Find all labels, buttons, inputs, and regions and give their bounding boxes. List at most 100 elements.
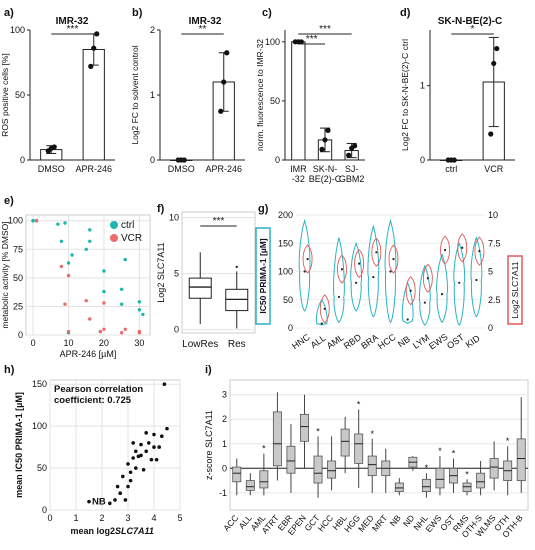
panel-e-point-VCR: [88, 317, 92, 321]
panel-i-box: [340, 428, 350, 457]
panel-f-label: f): [157, 203, 165, 215]
panel-e-xtick-label: 0: [31, 338, 36, 348]
panel-h-point: [128, 470, 133, 475]
panel-b-title: IMR-32: [189, 16, 222, 27]
panel-e-ytick-label: 100: [8, 216, 23, 226]
panel-e-point-ctrl: [59, 239, 64, 243]
panel-i-label: i): [205, 364, 212, 376]
panel-i-ytick-label: 2: [222, 414, 227, 424]
panel-c-point: [352, 143, 358, 149]
panel-b-point: [221, 79, 227, 85]
panel-h-xtick-label: 0: [47, 513, 52, 523]
panel-h-point: [139, 453, 143, 458]
panel-i-category-label: NB: [388, 513, 403, 529]
panel-h-ytick-label: 50: [37, 463, 47, 473]
panel-i-box: [300, 413, 309, 442]
panel-i-significance-star: *: [506, 436, 510, 446]
panel-g-median-log2: [306, 257, 309, 261]
panel-c-point: [325, 127, 331, 134]
panel-e-point-ctrl: [63, 221, 67, 225]
panel-a-title: IMR-32: [56, 16, 89, 27]
panel-e-point-VCR: [102, 327, 106, 331]
panel-h-point: [108, 501, 112, 506]
panel-g-y-label-right: Log2 SLC7A11: [510, 261, 520, 318]
panel-g-label: g): [258, 203, 269, 215]
panel-f-box: [188, 277, 212, 299]
panel-h-point: [121, 474, 125, 479]
panel-e-point-ctrl: [102, 269, 106, 273]
panel-g-violin-ic50: [436, 253, 448, 324]
panel-g-violin-log2: [319, 294, 330, 324]
panel-h-point: [118, 491, 122, 496]
panel-e-point-ctrl: [66, 261, 71, 265]
panel-c-point: [346, 152, 352, 158]
panel-e-legend-swatch-ctrl: [110, 221, 118, 229]
panel-i-box: [313, 455, 323, 484]
panel-i-box: [245, 480, 255, 491]
panel-g-violin-log2: [302, 244, 313, 274]
panel-a-ytick-label: 0: [20, 155, 25, 165]
panel-i-ytick-label: 0: [222, 463, 227, 473]
panel-h-point: [147, 441, 151, 445]
panel-g-violin-log2: [371, 237, 382, 267]
panel-h-point: [152, 432, 156, 437]
panel-b-ytick-label: 1: [150, 90, 155, 100]
panel-g-violin-log2: [337, 254, 347, 284]
panel-b-ytick-label: 0: [150, 155, 155, 165]
panel-g-median-ic50: [372, 276, 375, 279]
panel-i-significance-star: *: [465, 469, 469, 479]
panel-h-point: [144, 431, 148, 435]
panel-a-category-label: APR-246: [75, 164, 112, 174]
panel-c-significance-label: ***: [319, 24, 331, 35]
panel-a-point: [91, 45, 97, 51]
panel-g-median-ic50: [303, 270, 306, 273]
panel-g-violin-log2: [422, 263, 433, 293]
panel-g-median-log2: [340, 268, 344, 271]
panel-h-point: [115, 484, 120, 489]
panel-d-ytick-label: 0: [420, 155, 425, 165]
panel-e-point-ctrl: [102, 289, 106, 294]
panel-c-category-label: GBM2: [339, 174, 365, 184]
panel-c-category-label: SK-N-: [313, 164, 338, 174]
panel-h-xtick-label: 2: [99, 513, 104, 523]
panel-e-label: e): [4, 195, 14, 207]
panel-i-box: [259, 470, 269, 489]
panel-e-ytick-label: 0: [18, 330, 23, 340]
panel-i-box: [272, 411, 282, 467]
panel-h-point: [141, 467, 146, 472]
panel-e-point-ctrl: [70, 253, 74, 257]
panel-i-box: [327, 460, 337, 479]
panel-b-category-label: APR-246: [205, 164, 242, 174]
panel-e-point-ctrl: [88, 239, 92, 243]
panel-e-point-ctrl: [137, 308, 142, 312]
panel-g-category-label: ALL: [309, 333, 328, 350]
panel-d-category-label: ctrl: [445, 164, 457, 174]
panel-i-significance-star: *: [357, 399, 361, 409]
panel-e-point-VCR: [98, 329, 103, 334]
panel-g-median-ic50: [406, 318, 409, 321]
panel-e-ytick-label: 25: [13, 301, 23, 311]
panel-g-median-log2: [426, 277, 429, 280]
panel-h-label: h): [4, 364, 15, 376]
panel-i-box: [367, 455, 377, 477]
panel-h-plot-area: [49, 379, 181, 511]
panel-b-label: b): [132, 7, 143, 19]
panel-h-point: [131, 441, 135, 445]
panel-e-point-ctrl: [137, 300, 142, 304]
panel-i-ytick-label: -1: [219, 488, 227, 498]
panel-h-xtick-label: 4: [151, 513, 156, 523]
panel-f-plot-area: [181, 211, 256, 334]
panel-g-violin-ic50: [298, 218, 311, 312]
panel-e-y-label: metabolic activity [% DMSO]: [0, 221, 10, 328]
panel-g-ytick-label: 50: [283, 295, 293, 305]
panel-g-median-ic50: [337, 295, 341, 299]
panel-g-violin-ic50: [401, 281, 414, 325]
panel-g-median-ic50: [440, 293, 444, 296]
panel-g-right-label-box: [507, 255, 523, 325]
panel-h-point: [134, 449, 138, 454]
panel-h-ytick-label: 100: [32, 421, 47, 431]
panel-h-x-label-gene: SLC7A11: [115, 526, 154, 536]
panel-g-violin-ic50: [470, 236, 483, 318]
panel-e-point-ctrl: [141, 312, 145, 317]
panel-c-category-label: BE(2)-C: [309, 174, 342, 184]
